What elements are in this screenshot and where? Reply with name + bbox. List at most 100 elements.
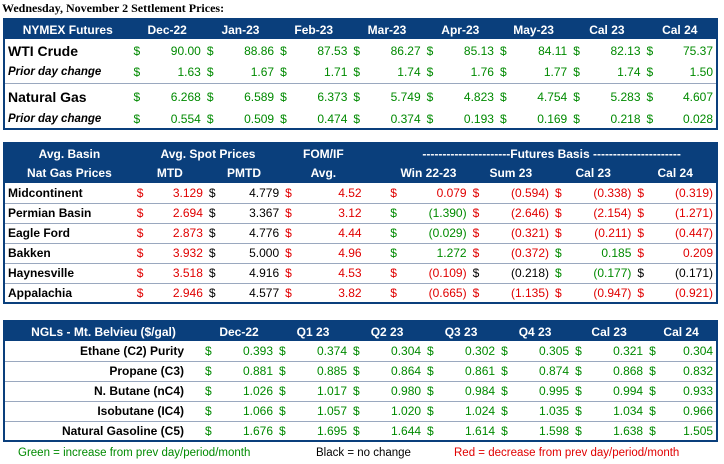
dollar-sign: $ — [202, 401, 220, 422]
dollar-sign: $ — [133, 89, 141, 104]
value-cell: 0.868 — [590, 361, 647, 382]
avg-spot-header: Avg. Spot Prices — [133, 143, 283, 163]
legend-red: Red = decrease from prev day/period/mont… — [454, 447, 680, 459]
value-cell: 0.881 — [220, 361, 277, 382]
value-cell: 1.057 — [294, 401, 351, 422]
dollar-sign: $ — [469, 203, 489, 224]
spacer — [364, 223, 388, 244]
ngl-row: N. Butane (nC4) $1.026 $1.017 $0.980 $0.984 $… — [4, 381, 718, 402]
value-cell: (0.109) — [405, 263, 470, 284]
dollar-sign: $ — [646, 341, 665, 362]
dollar-sign: $ — [634, 203, 653, 224]
basin-header-row-1: Avg. Basin Avg. Spot Prices FOM/IF -----… — [4, 143, 717, 163]
value-cell: 0.185 — [570, 243, 635, 264]
dollar-sign: $ — [280, 112, 287, 126]
value-cell: 1.614 — [442, 421, 499, 442]
value-cell: 0.509 — [244, 112, 275, 126]
basin-header-row-2: Nat Gas Prices MTD PMTD Avg. Win 22-23 S… — [4, 163, 717, 183]
dollar-sign: $ — [282, 183, 301, 204]
value-cell: 0.874 — [516, 361, 573, 382]
dollar-sign: $ — [133, 183, 153, 204]
dollar-sign: $ — [423, 62, 442, 84]
dollar-sign: $ — [205, 203, 225, 224]
value-cell: 0.305 — [516, 341, 573, 362]
value-cell: 1.034 — [590, 401, 647, 422]
value-cell: (0.921) — [652, 283, 717, 304]
value-cell: 0.861 — [442, 361, 499, 382]
cal24-header: Cal 24 — [634, 163, 717, 183]
dollar-sign: $ — [424, 401, 443, 422]
value-cell: 1.74 — [588, 62, 644, 84]
dollar-sign: $ — [496, 62, 516, 84]
value-cell: (1.135) — [488, 283, 552, 304]
dollar-sign: $ — [206, 89, 214, 104]
dollar-sign: $ — [282, 223, 301, 244]
value-cell: (0.319) — [652, 183, 717, 204]
header-cell: NYMEX Futures — [4, 19, 131, 39]
ngl-row: Natural Gasoline (C5) $1.676 $1.695 $1.644 $… — [4, 421, 718, 442]
dollar-sign: $ — [203, 62, 222, 84]
value-cell: 85.13 — [463, 43, 494, 58]
value-cell: 4.754 — [537, 89, 568, 104]
dollar-sign: $ — [424, 421, 443, 442]
dollar-sign: $ — [280, 43, 287, 58]
basin-row: Midcontinent $3.129 $4.779 $4.52 $0.079 $ (0.5… — [4, 183, 717, 204]
ngl-row: Isobutane (IC4) $1.066 $1.057 $1.020 $1.024 $… — [4, 401, 718, 422]
dollar-sign: $ — [498, 421, 517, 442]
dollar-sign: $ — [353, 43, 361, 58]
header-cell: Q3 23 — [424, 321, 499, 341]
dollar-sign: $ — [205, 263, 225, 284]
dollar-sign: $ — [282, 283, 301, 304]
dollar-sign: $ — [424, 361, 443, 382]
dollar-sign: $ — [202, 361, 220, 382]
value-cell: 1.644 — [368, 421, 425, 442]
dollar-sign: $ — [469, 223, 489, 244]
value-cell: 4.823 — [463, 89, 494, 104]
spacer — [364, 243, 388, 264]
value-cell: 0.393 — [220, 341, 277, 362]
value-cell: 1.71 — [295, 62, 351, 84]
value-cell: 1.676 — [220, 421, 277, 442]
value-cell: 1.035 — [516, 401, 573, 422]
dollar-sign: $ — [387, 223, 406, 244]
value-cell: 3.518 — [152, 263, 206, 284]
value-cell: 0.554 — [170, 112, 201, 126]
dollar-sign: $ — [350, 361, 369, 382]
value-cell: (0.665) — [405, 283, 470, 304]
dollar-sign: $ — [573, 112, 580, 126]
value-cell: 0.169 — [537, 112, 568, 126]
dollar-sign: $ — [646, 89, 654, 104]
dollar-sign: $ — [205, 183, 225, 204]
nat-gas-prices-header: Nat Gas Prices — [4, 163, 134, 183]
dollar-sign: $ — [552, 283, 571, 304]
value-cell: 88.86 — [244, 43, 275, 58]
fom-header: FOM/IF — [282, 143, 365, 163]
dollar-sign: $ — [282, 203, 301, 224]
value-cell: 4.52 — [300, 183, 365, 204]
ngl-row: Ethane (C2) Purity $0.393 $0.374 $0.304 $0.3… — [4, 341, 718, 362]
ngl-row: Propane (C3) $0.881 $0.885 $0.864 $0.861 $0.8… — [4, 361, 718, 382]
dollar-sign: $ — [646, 401, 665, 422]
dollar-sign: $ — [424, 341, 443, 362]
dollar-sign: $ — [552, 263, 571, 284]
dollar-sign: $ — [469, 183, 489, 204]
value-cell: 0.193 — [463, 112, 494, 126]
value-cell: 1.77 — [515, 62, 571, 84]
value-cell: 1.63 — [148, 62, 204, 84]
dollar-sign: $ — [646, 112, 654, 126]
value-cell: 2.946 — [152, 283, 206, 304]
dollar-sign: $ — [572, 421, 591, 442]
value-cell: 0.321 — [590, 341, 647, 362]
futures-basis-header: ----------------------Futures Basis ----… — [387, 143, 717, 163]
dollar-sign: $ — [634, 223, 653, 244]
header-cell: NGLs - Mt. Belvieu ($/gal) — [4, 321, 202, 341]
dollar-sign: $ — [646, 381, 665, 402]
dollar-sign: $ — [499, 89, 507, 104]
basin-name: Haynesville — [4, 263, 134, 284]
dollar-sign: $ — [133, 283, 153, 304]
dollar-sign: $ — [276, 361, 295, 382]
dollar-sign: $ — [202, 421, 220, 442]
dollar-sign: $ — [552, 203, 571, 224]
dollar-sign: $ — [573, 89, 580, 104]
value-cell: 4.96 — [300, 243, 365, 264]
